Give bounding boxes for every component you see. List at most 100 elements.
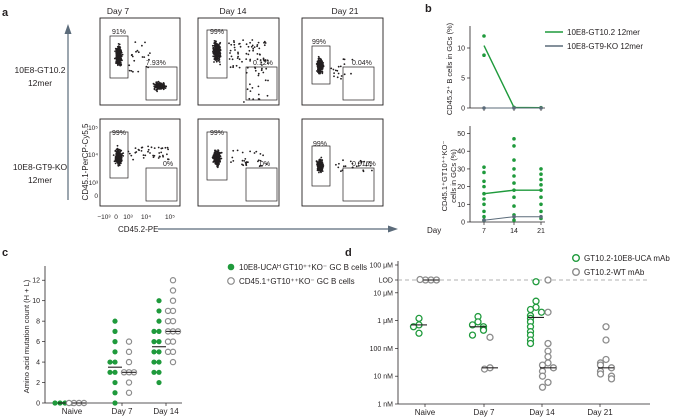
d-point-wt-mab	[607, 375, 616, 383]
flow-dot-r2-d14	[214, 151, 217, 153]
b-point-1	[539, 214, 543, 219]
d-ytick-label: 1 nM	[377, 402, 393, 409]
b-point-1	[482, 106, 486, 110]
flow-dot-r2-d21	[335, 163, 337, 166]
pct-r1-d7-cd452: 7.93%	[146, 60, 166, 67]
b-point-0	[482, 34, 486, 38]
b-point-0	[512, 144, 516, 148]
b-point-0	[482, 165, 486, 169]
day-label-21: Day 21	[332, 6, 359, 16]
flow-dot-r2-d21	[341, 169, 344, 172]
flow-dot-r1-d7	[147, 54, 150, 57]
flow-dot-r1-d7	[114, 50, 116, 53]
flow-dot-r2-d14	[213, 155, 215, 158]
flow-dot-r1-d14	[257, 72, 260, 75]
d-point-wt-mab	[544, 276, 552, 284]
c-point-cd451	[125, 389, 133, 396]
flow-dot-r2-d7	[147, 148, 150, 151]
legend-dot-uca	[227, 263, 235, 271]
b-point-0	[539, 195, 543, 200]
a-y-axis-label: CD45.1-PerCP-Cy5.5	[81, 123, 90, 200]
c-point-uca	[151, 359, 157, 365]
flow-dot-r1-d7	[114, 62, 117, 64]
pct-r1-d7-cd451: 91%	[112, 29, 126, 36]
flow-dot-r2-d14	[218, 158, 221, 161]
flow-dot-r1-d14	[249, 90, 252, 92]
flow-dot-r2-d14	[216, 156, 219, 158]
c-point-uca	[156, 359, 162, 365]
flow-dot-r2-d14	[258, 165, 261, 168]
flow-dot-r1-d7	[115, 58, 118, 60]
flow-dot-r2-d14	[211, 156, 214, 159]
flow-dot-r2-d21	[340, 170, 342, 173]
flow-dot-r1-d14	[238, 58, 241, 61]
flow-dot-r1-d14	[218, 48, 221, 51]
d-point-wt-mab	[486, 333, 494, 341]
b-point-0	[482, 184, 486, 189]
flow-dot-r1-d14	[254, 66, 256, 69]
flow-dot-r1-d7	[148, 58, 150, 61]
c-point-uca	[112, 359, 118, 365]
pct-r1-d14-cd451: 99%	[210, 29, 224, 36]
flow-dot-r2-d21	[320, 164, 322, 167]
legend-text-gt102-uca-mab: GT10.2-10E8-UCA mAb	[584, 254, 670, 263]
flow-dot-r2-d21	[351, 166, 354, 169]
d-xtick-label: Naive	[415, 408, 436, 417]
c-point-uca	[156, 328, 162, 334]
flow-dot-r2-d14	[217, 160, 219, 163]
flow-dot-r1-d14	[264, 59, 267, 61]
flow-dot-r2-d7	[134, 147, 137, 150]
flow-dot-r2-d14	[232, 149, 235, 152]
b-point-0	[512, 188, 516, 192]
b-point-0	[539, 202, 543, 207]
c-point-uca	[156, 308, 162, 314]
pct-r2-d7-cd452: 0%	[163, 161, 173, 168]
flow-dot-r1-d14	[215, 46, 218, 49]
flow-dot-r1-d14	[236, 57, 239, 59]
flow-dot-r2-d7	[150, 146, 153, 149]
flow-dot-r1-d14	[254, 69, 257, 72]
flow-dot-r2-d7	[122, 155, 125, 157]
b-point-1	[512, 214, 516, 219]
d-point-wt-mab	[538, 361, 547, 369]
flow-dot-r2-d21	[321, 160, 323, 162]
flow-dot-r1-d14	[237, 55, 240, 58]
flow-dot-r1-d14	[267, 79, 269, 82]
a-ytick-0: 0	[94, 193, 98, 200]
row-label-gt102-line1: 10E8-GT10.2	[14, 65, 65, 75]
flow-dot-r2-d21	[318, 164, 321, 167]
flow-dot-r1-d7	[141, 44, 143, 47]
c-point-uca	[156, 349, 162, 355]
flow-dot-r1-d14	[228, 58, 231, 60]
d-ytick-label: 10 nM	[374, 374, 394, 381]
flow-dot-r1-d14	[258, 47, 261, 50]
d-point-uca-mab	[479, 326, 488, 334]
pct-r2-d14-cd451: 99%	[210, 130, 224, 137]
gate-cd452-r1-d14	[245, 66, 278, 101]
flow-dot-r1-d21	[330, 67, 333, 70]
d-point-uca-mab	[474, 318, 482, 326]
flow-dot-r2-d21	[317, 166, 319, 168]
flow-dot-r1-d14	[233, 40, 235, 42]
d-point-uca-mab	[537, 308, 546, 316]
flow-dot-r2-d7	[115, 160, 118, 163]
b-point-0	[539, 183, 543, 187]
flow-dot-r2-d21	[351, 162, 354, 165]
flow-dot-r1-d14	[218, 61, 221, 63]
flow-dot-r1-d14	[213, 42, 216, 45]
flow-dot-r1-d7	[149, 52, 151, 54]
d-point-wt-mab	[538, 372, 547, 380]
flow-dot-r1-d14	[213, 40, 216, 42]
flow-dot-r1-d14	[251, 39, 254, 41]
flow-dot-r1-d7	[117, 56, 119, 59]
flow-dot-r2-d7	[142, 154, 145, 157]
c-ytick-label: 6	[36, 339, 40, 346]
b-point-0	[482, 214, 486, 219]
flow-dot-r2-d21	[357, 162, 360, 165]
flow-plot-r1-d14	[197, 17, 280, 106]
flow-dot-r1-d14	[256, 44, 259, 46]
flow-dot-r2-d21	[342, 159, 344, 162]
flow-dot-r1-d7	[144, 41, 146, 44]
flow-dot-r2-d7	[137, 148, 140, 151]
